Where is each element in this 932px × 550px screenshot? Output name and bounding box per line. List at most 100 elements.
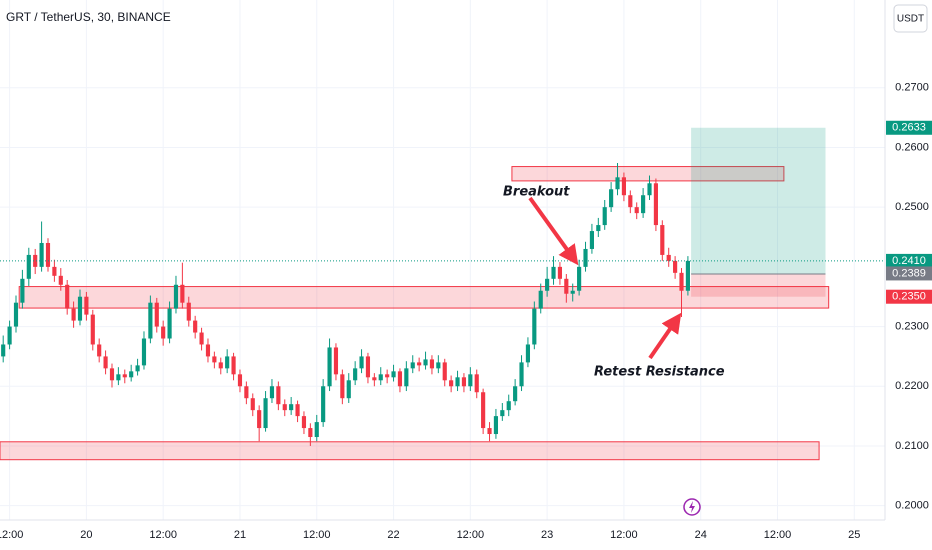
price-badge bbox=[886, 266, 932, 281]
candle-body bbox=[90, 314, 95, 345]
x-tick-label: 21 bbox=[234, 529, 246, 541]
price-badge bbox=[886, 289, 932, 304]
candle-body bbox=[205, 344, 211, 357]
candle-body bbox=[404, 368, 409, 387]
candle-body bbox=[257, 410, 262, 429]
candle-body bbox=[7, 326, 12, 345]
candle-body bbox=[141, 338, 147, 366]
x-tick-label: 12:00 bbox=[457, 529, 485, 541]
candle-body bbox=[193, 320, 198, 333]
candle-body bbox=[13, 302, 19, 327]
y-tick-label: 0.2100 bbox=[895, 440, 929, 452]
candle-body bbox=[250, 398, 255, 411]
zones bbox=[0, 127, 830, 461]
candle-body bbox=[135, 365, 140, 372]
candle-body bbox=[116, 374, 121, 381]
candle-body bbox=[359, 356, 364, 369]
x-tick-label: 12:00 bbox=[303, 529, 331, 541]
annotation: Retest Resistance bbox=[594, 365, 725, 380]
candle-body bbox=[84, 296, 89, 315]
candle-body bbox=[391, 371, 396, 378]
lightning-icon[interactable] bbox=[683, 498, 701, 516]
breakout-arrow bbox=[528, 196, 579, 266]
candle-body bbox=[570, 290, 575, 294]
x-tick-label: 25 bbox=[848, 529, 860, 541]
zone bbox=[18, 286, 830, 309]
candle-body bbox=[308, 428, 313, 438]
candle-body bbox=[52, 266, 57, 276]
candle-body bbox=[378, 374, 383, 381]
candle-body bbox=[647, 183, 652, 196]
candle-body bbox=[589, 231, 594, 249]
candle-body bbox=[282, 404, 287, 411]
x-tick-label: 12:00 bbox=[149, 529, 177, 541]
candle-body bbox=[666, 254, 671, 261]
candle-body bbox=[295, 404, 300, 417]
chart-title: GRT / TetherUS, 30, BINANCE bbox=[6, 10, 171, 24]
candle-body bbox=[628, 195, 633, 208]
candle-body bbox=[45, 242, 51, 267]
currency-button[interactable] bbox=[893, 4, 928, 33]
candle-body bbox=[577, 266, 582, 291]
candle-body bbox=[154, 302, 159, 327]
x-tick-label: 12:00 bbox=[610, 529, 638, 541]
zone bbox=[511, 166, 785, 182]
candle-body bbox=[429, 359, 435, 369]
candle-body bbox=[583, 248, 588, 267]
candle-body bbox=[199, 332, 204, 345]
candle-body bbox=[218, 362, 223, 369]
candle-body bbox=[621, 177, 626, 196]
candle-body bbox=[365, 356, 371, 378]
candle-body bbox=[481, 392, 486, 429]
y-tick-label: 0.2500 bbox=[895, 201, 929, 213]
zone bbox=[0, 441, 820, 461]
candle-body bbox=[58, 275, 63, 285]
candle-body bbox=[538, 290, 543, 309]
candle-body bbox=[180, 284, 185, 303]
candle-body bbox=[461, 377, 467, 387]
candle-body bbox=[685, 260, 690, 291]
candle-body bbox=[122, 374, 127, 378]
candle-body bbox=[186, 302, 191, 321]
candle-body bbox=[167, 308, 172, 339]
candle-body bbox=[109, 368, 115, 381]
candle-body bbox=[20, 278, 25, 303]
candle-body bbox=[269, 386, 275, 399]
candle-body bbox=[455, 377, 460, 387]
axes: 0.2000 0.2100 0.2200 0.2300 0.2500 0.2600 0.27… bbox=[0, 82, 932, 541]
candle-body bbox=[103, 356, 108, 369]
candle-body bbox=[551, 266, 556, 279]
candle-body bbox=[321, 386, 326, 423]
candle-body bbox=[564, 278, 569, 294]
x-tick-label: 20 bbox=[80, 529, 92, 541]
candle-body bbox=[513, 386, 518, 402]
candle-body bbox=[129, 371, 134, 378]
candle-body bbox=[641, 195, 646, 214]
candle-body bbox=[33, 254, 38, 267]
price-badge-label: 0.2410 bbox=[892, 255, 926, 267]
candle-body bbox=[660, 225, 665, 255]
candle-body bbox=[65, 284, 70, 309]
candle-body bbox=[26, 254, 31, 279]
stop-area bbox=[691, 274, 826, 297]
candle-body bbox=[244, 386, 249, 399]
grid bbox=[0, 0, 885, 520]
x-tick-label: 12:00 bbox=[0, 529, 23, 541]
y-tick-label: 0.2600 bbox=[895, 141, 929, 153]
candle-body bbox=[519, 362, 524, 387]
y-tick-label: 0.2200 bbox=[895, 380, 929, 392]
candle-body bbox=[327, 347, 332, 387]
y-tick-label: 0.2300 bbox=[895, 320, 929, 332]
candle-body bbox=[410, 362, 415, 369]
candle-body bbox=[1, 344, 6, 357]
candle-body bbox=[615, 177, 620, 190]
candle-body bbox=[474, 374, 479, 393]
currency-button-label[interactable]: USDT bbox=[897, 14, 924, 25]
retest-arrow bbox=[648, 312, 682, 360]
candle-body bbox=[212, 356, 217, 363]
candle-body bbox=[237, 374, 243, 387]
candle-body bbox=[148, 302, 153, 339]
candle-body bbox=[634, 207, 639, 214]
